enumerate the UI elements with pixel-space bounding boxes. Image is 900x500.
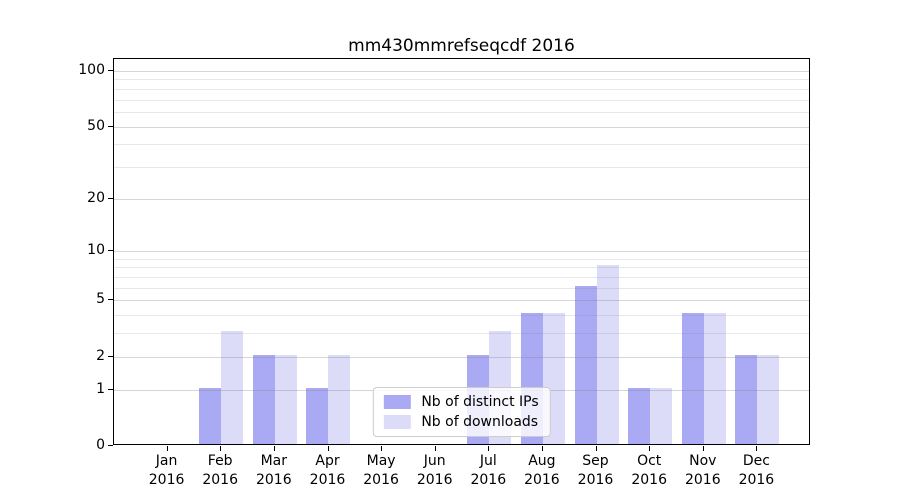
y-axis-tick-10 [108,250,113,252]
x-axis-tick-apr [327,446,329,451]
gridline-minor-4 [114,315,809,317]
x-axis-label-jan: Jan 2016 [148,453,185,488]
y-axis-tick-1 [108,388,113,390]
x-axis-tick-mar [273,446,275,451]
y-axis-tick-100 [108,70,113,71]
bar-downloads-sep [596,265,619,444]
gridline-major-50 [114,126,809,128]
bar-ips-feb [199,387,222,444]
x-axis-tick-dec [756,446,758,451]
y-axis-label-100: 100 [78,62,105,78]
y-axis-label-10: 10 [87,242,105,259]
x-axis-label-mar: Mar 2016 [255,453,292,488]
x-axis-tick-jun [434,446,436,451]
x-axis-label-aug: Aug 2016 [524,453,560,488]
y-axis-label-50: 50 [87,117,105,134]
bar-downloads-apr [328,354,351,444]
x-axis-tick-jan [166,446,168,451]
bar-ips-oct [628,387,651,444]
y-axis-label-5: 5 [96,291,105,308]
gridline-minor-30 [114,166,809,168]
bar-downloads-dec [757,354,780,444]
y-axis-label-1: 1 [96,380,105,397]
legend-label-downloads: Nb of downloads [421,414,539,430]
x-axis-label-oct: Oct 2016 [631,453,667,488]
x-axis-label-jul: Jul 2016 [470,453,507,488]
plot-area: Nb of distinct IPs Nb of downloads [113,58,810,445]
legend-label-distinct-ips: Nb of distinct IPs [421,394,539,410]
bar-ips-mar [252,354,275,444]
gridline-minor-40 [114,144,809,146]
x-axis-tick-may [381,446,383,451]
legend-item-distinct-ips: Nb of distinct IPs [383,394,539,410]
x-axis-tick-oct [649,446,651,451]
bar-downloads-mar [274,354,297,444]
x-axis-tick-aug [541,446,543,451]
legend-swatch-distinct-ips [383,395,411,409]
y-axis-label-2: 2 [96,347,105,364]
x-axis-label-apr: Apr 2016 [309,453,346,488]
bar-ips-apr [306,387,329,444]
x-axis-tick-jul [488,446,490,451]
gridline-minor-7 [114,277,809,278]
gridline-major-20 [114,198,809,200]
bar-downloads-feb [221,331,244,444]
x-axis-tick-sep [595,446,597,451]
x-axis-tick-feb [220,446,222,451]
x-axis-label-jun: Jun 2016 [416,453,453,488]
gridline-minor-3 [114,333,809,335]
bar-ips-sep [574,285,597,444]
x-axis-label-feb: Feb 2016 [202,453,238,488]
gridline-major-100 [114,71,809,72]
y-axis-label-20: 20 [87,189,105,206]
y-axis-label-0: 0 [96,437,105,453]
legend-item-downloads: Nb of downloads [383,414,538,430]
gridline-minor-70 [114,99,809,101]
y-axis-tick-50 [108,125,113,127]
gridline-minor-60 [114,111,809,113]
gridline-major-5 [114,300,809,302]
gridline-minor-90 [114,79,809,81]
legend: Nb of distinct IPs Nb of downloads [372,387,551,437]
x-axis-label-nov: Nov 2016 [684,453,721,488]
y-axis-tick-20 [108,197,113,199]
gridline-minor-9 [114,258,809,260]
legend-swatch-downloads [383,415,411,429]
x-axis-label-dec: Dec 2016 [738,453,775,488]
bar-ips-dec [735,354,758,444]
y-axis-tick-5 [108,299,113,301]
bar-ips-nov [681,313,704,444]
gridline-major-2 [114,356,809,358]
x-axis-label-may: May 2016 [363,453,399,488]
x-axis-tick-nov [702,446,704,451]
x-axis-label-sep: Sep 2016 [577,453,614,488]
gridline-minor-80 [114,88,809,90]
y-axis-tick-2 [108,355,113,357]
gridline-minor-8 [114,267,809,269]
bar-downloads-nov [703,313,726,444]
y-axis-tick-0 [108,445,113,446]
gridline-major-10 [114,251,809,253]
chart-title: mm430mmrefseqcdf 2016 [348,36,575,56]
bar-downloads-oct [650,387,673,444]
gridline-minor-6 [114,287,809,289]
